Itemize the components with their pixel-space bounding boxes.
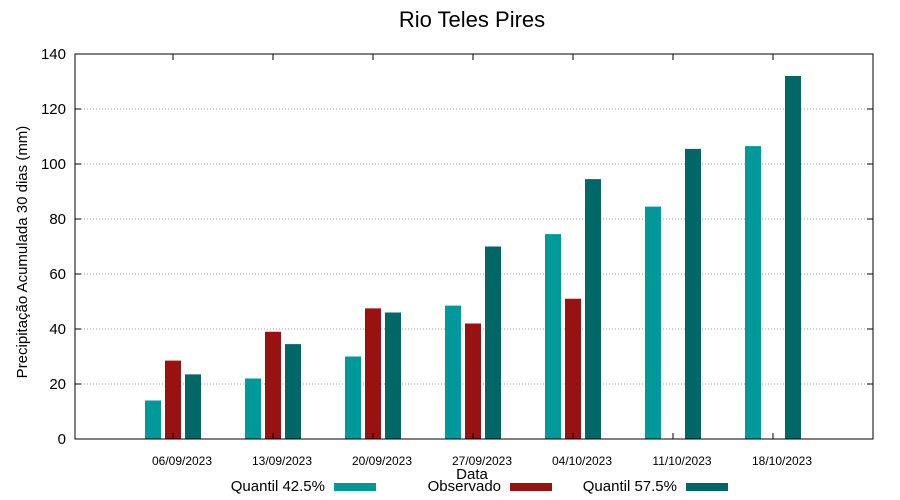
y-tick-label: 80 xyxy=(49,211,66,228)
bar xyxy=(145,400,161,439)
x-tick-label: 06/09/2023 xyxy=(152,454,212,468)
y-tick-label: 60 xyxy=(49,266,66,283)
y-tick-label: 120 xyxy=(41,101,66,118)
bar xyxy=(465,323,481,439)
legend-label: Quantil 57.5% xyxy=(583,478,677,495)
x-tick-label: 04/10/2023 xyxy=(552,454,612,468)
plot-frame xyxy=(74,53,874,440)
legend-swatch xyxy=(334,483,376,491)
x-axis-label: Data xyxy=(456,466,488,483)
y-tick-label: 100 xyxy=(41,156,66,173)
chart-title: Rio Teles Pires xyxy=(399,7,545,32)
y-tick-label: 20 xyxy=(49,376,66,393)
legend-label: Observado xyxy=(428,478,501,495)
bar xyxy=(345,356,361,439)
bar xyxy=(545,234,561,439)
bar xyxy=(485,246,501,439)
y-axis: 0 20 40 60 80 100 120 140 xyxy=(41,46,873,448)
bar xyxy=(385,312,401,439)
legend: Quantil 42.5% Observado Quantil 57.5% xyxy=(231,478,728,495)
x-tick-label: 27/09/2023 xyxy=(452,454,512,468)
y-tick-label: 40 xyxy=(49,321,66,338)
x-tick-label: 11/10/2023 xyxy=(652,454,711,468)
bar xyxy=(245,378,261,439)
x-tick-label: 20/09/2023 xyxy=(352,454,412,468)
bar xyxy=(585,179,601,439)
y-tick-label: 140 xyxy=(41,46,66,63)
legend-swatch xyxy=(510,483,552,491)
bar xyxy=(745,146,761,439)
y-tick-label: 0 xyxy=(58,431,66,448)
bar xyxy=(565,298,581,439)
bar xyxy=(185,374,201,439)
legend-swatch xyxy=(686,483,728,491)
y-axis-label: Precipitação Acumulada 30 dias (mm) xyxy=(14,126,31,379)
bars-group xyxy=(145,76,801,439)
x-axis: 06/09/2023 13/09/2023 20/09/2023 27/09/2023… xyxy=(152,54,812,468)
bar xyxy=(785,76,801,439)
bar xyxy=(365,308,381,439)
bar xyxy=(165,360,181,439)
bar xyxy=(445,305,461,439)
x-tick-label: 18/10/2023 xyxy=(752,454,812,468)
bar xyxy=(265,331,281,439)
bar xyxy=(685,148,701,439)
x-tick-label: 13/09/2023 xyxy=(252,454,312,468)
bar xyxy=(645,206,661,439)
legend-label: Quantil 42.5% xyxy=(231,478,325,495)
bar xyxy=(285,344,301,439)
